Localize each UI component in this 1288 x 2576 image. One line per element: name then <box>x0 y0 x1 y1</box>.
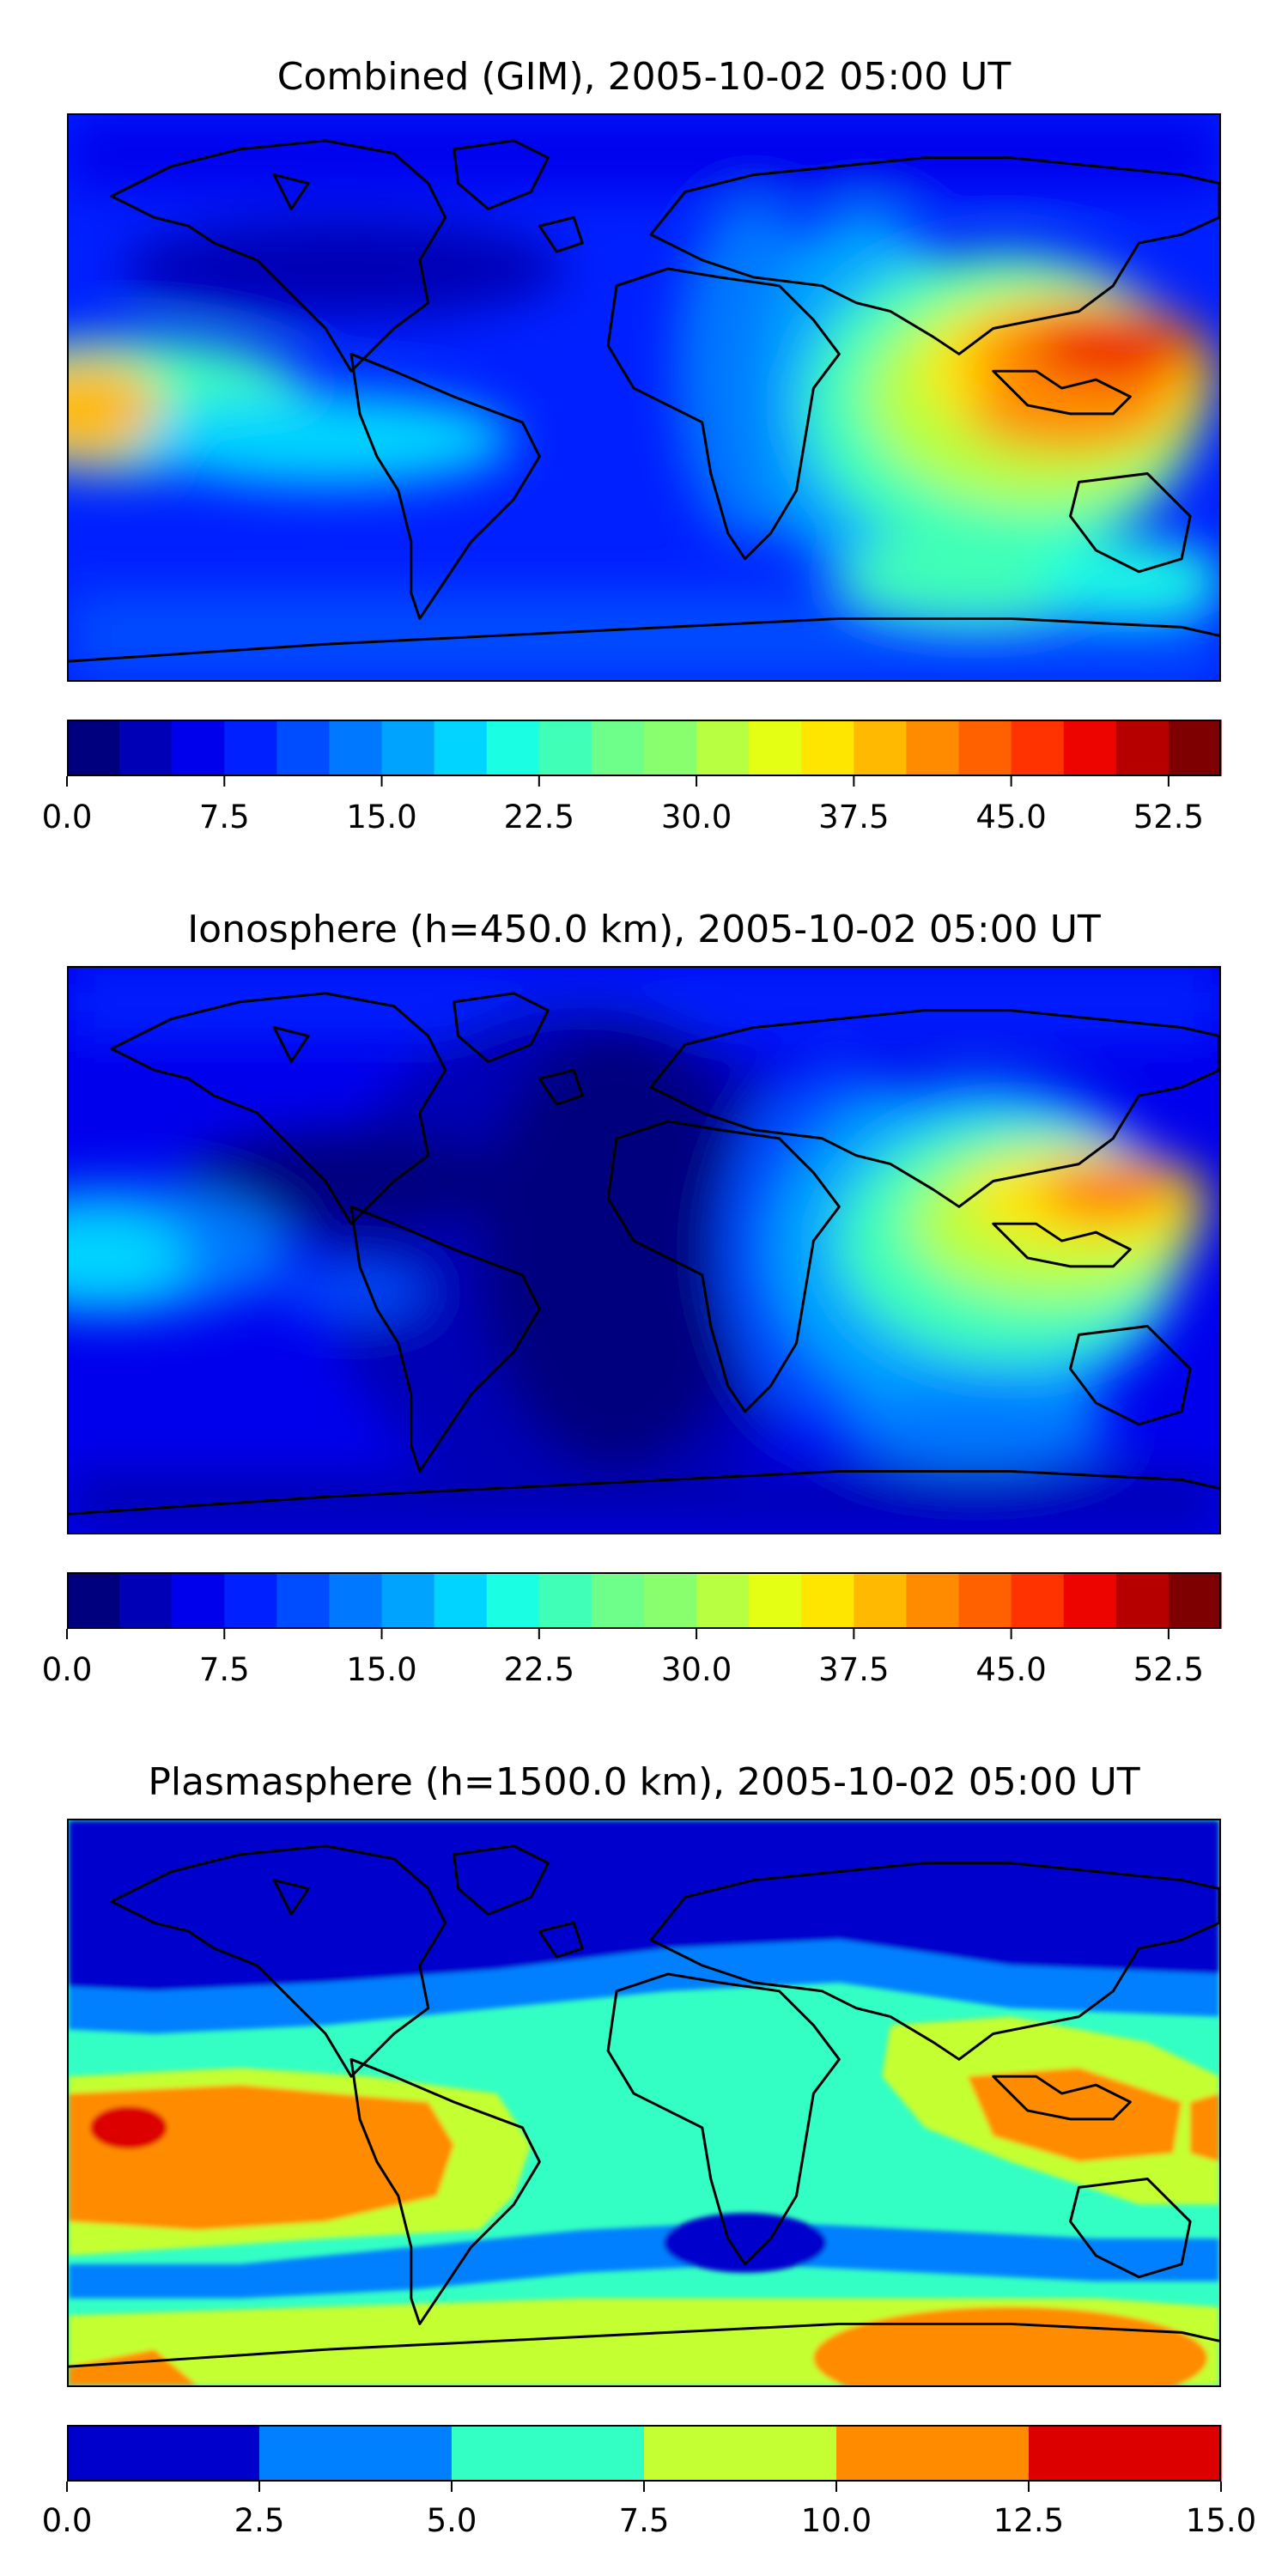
tick-label: 10.0 <box>800 2502 872 2539</box>
tick-label: 0.0 <box>41 799 93 835</box>
colorbar-cell <box>119 1572 173 1629</box>
colorbar-cell <box>1115 720 1170 776</box>
colorbar-cell <box>486 720 540 776</box>
tick-label: 7.5 <box>618 2502 670 2539</box>
tick-label: 37.5 <box>818 1651 890 1688</box>
field-combined <box>69 115 1219 680</box>
heatmap-plasmasphere <box>69 1820 1219 2385</box>
colorbar-cell <box>1115 1572 1170 1629</box>
coastlines <box>69 139 1219 663</box>
colorbar-cell <box>259 2425 453 2482</box>
tick-label: 22.5 <box>503 1651 575 1688</box>
tick-label: 0.0 <box>41 1651 93 1688</box>
colorbar-cell <box>486 1572 540 1629</box>
colorbar-cell <box>329 720 383 776</box>
chart-title: Ionosphere (h=450.0 km), 2005-10-02 05:0… <box>187 908 1101 951</box>
tick-label: 15.0 <box>346 799 417 835</box>
colorbar-cell <box>224 1572 277 1629</box>
colorbar-cell <box>958 1572 1012 1629</box>
colorbar-cell <box>1029 2425 1222 2482</box>
colorbar-cell <box>696 720 750 776</box>
tick-label: 7.5 <box>198 1651 250 1688</box>
tick-label: 45.0 <box>975 1651 1047 1688</box>
colorbar-cell <box>452 2425 645 2482</box>
colorbar-cell <box>749 720 802 776</box>
heatmap-ionosphere <box>69 968 1219 1533</box>
colorbar-cell <box>906 1572 960 1629</box>
colorbar-cell <box>67 1572 120 1629</box>
colorbar-cell <box>1063 1572 1117 1629</box>
tick-label: 30.0 <box>660 799 732 835</box>
colorbar-cell <box>67 2425 260 2482</box>
colorbar-cell <box>958 720 1012 776</box>
colorbar-ticks-plasmasphere: 0.0 2.5 5.0 7.5 10.0 12.5 15.0 <box>42 2502 1257 2545</box>
colorbar-cell <box>1168 720 1222 776</box>
tick-label: 5.0 <box>426 2502 477 2539</box>
tick-label: 52.5 <box>1133 799 1205 835</box>
colorbar-cell <box>591 720 645 776</box>
colorbar-cell <box>276 720 331 776</box>
tick-label: 15.0 <box>1185 2502 1257 2539</box>
colorbar-cell <box>854 1572 908 1629</box>
colorbar-cell <box>644 720 697 776</box>
colorbar-ticks-combined: 0.0 7.5 15.0 22.5 30.0 37.5 45.0 52.5 <box>42 799 1221 841</box>
colorbar-cell <box>696 1572 750 1629</box>
colorbar-cell <box>276 1572 331 1629</box>
colorbar-cell <box>644 2425 837 2482</box>
colorbar-cell <box>1011 720 1065 776</box>
colorbar-cell <box>801 720 854 776</box>
tick-label: 52.5 <box>1133 1651 1205 1688</box>
colorbar-cell <box>172 1572 225 1629</box>
colorbar-plasmasphere <box>66 2425 1222 2492</box>
coastlines <box>69 992 1219 1516</box>
tick-label: 12.5 <box>993 2502 1065 2539</box>
colorbar-cell <box>801 1572 854 1629</box>
tick-label: 22.5 <box>503 799 575 835</box>
colorbar-cell <box>836 2425 1030 2482</box>
colorbar-ionosphere <box>66 1572 1222 1639</box>
chart-title: Plasmasphere (h=1500.0 km), 2005-10-02 0… <box>148 1760 1140 1804</box>
tick-label: 45.0 <box>975 799 1047 835</box>
heatmap-combined <box>69 115 1219 680</box>
map-combined <box>67 113 1221 682</box>
colorbar-cell <box>224 720 277 776</box>
colorbar-cell <box>119 720 173 776</box>
colorbar-cell <box>434 720 488 776</box>
colorbar-cell <box>591 1572 645 1629</box>
colorbar-cell <box>67 720 120 776</box>
colorbar-cell <box>381 1572 435 1629</box>
map-ionosphere <box>67 966 1221 1534</box>
colorbar-cell <box>906 720 960 776</box>
colorbar-cell <box>1011 1572 1065 1629</box>
chart-title: Combined (GIM), 2005-10-02 05:00 UT <box>276 55 1012 99</box>
tick-label: 15.0 <box>346 1651 417 1688</box>
tick-label: 30.0 <box>660 1651 732 1688</box>
map-plasmasphere <box>67 1819 1221 2387</box>
colorbar-cell <box>1168 1572 1222 1629</box>
colorbar-cell <box>538 720 592 776</box>
colorbar-cell <box>172 720 225 776</box>
colorbar-combined <box>66 720 1222 787</box>
tick-label: 0.0 <box>41 2502 93 2539</box>
tick-label: 2.5 <box>234 2502 285 2539</box>
tick-label: 37.5 <box>818 799 890 835</box>
colorbar-cell <box>538 1572 592 1629</box>
colorbar-cell <box>1063 720 1117 776</box>
colorbar-cell <box>434 1572 488 1629</box>
colorbar-cell <box>749 1572 802 1629</box>
field-ionosphere <box>69 968 1219 1533</box>
colorbar-cell <box>854 720 908 776</box>
colorbar-cell <box>381 720 435 776</box>
colorbar-cell <box>329 1572 383 1629</box>
coastlines <box>69 1844 1219 2368</box>
colorbar-cell <box>644 1572 697 1629</box>
colorbar-ticks-ionosphere: 0.0 7.5 15.0 22.5 30.0 37.5 45.0 52.5 <box>42 1651 1221 1694</box>
tick-label: 7.5 <box>198 799 250 835</box>
